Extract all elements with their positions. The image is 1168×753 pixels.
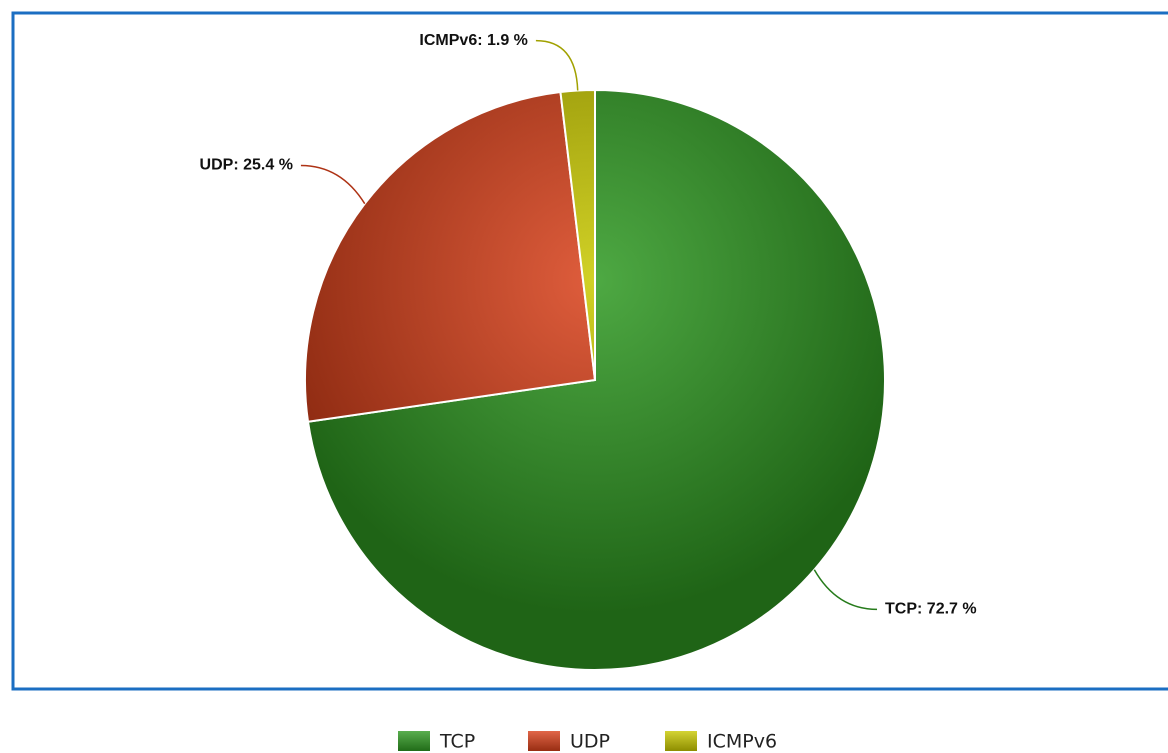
data-label: TCP: 72.7 % <box>885 601 977 618</box>
legend-swatch <box>665 731 697 751</box>
leader-line <box>813 569 878 611</box>
data-label: UDP: 25.4 % <box>200 157 293 174</box>
legend-swatch <box>528 731 560 751</box>
legend-label: ICMPv6 <box>707 731 777 753</box>
legend-swatch <box>398 731 430 751</box>
legend-label: TCP <box>439 731 475 753</box>
pie-slice <box>304 90 597 423</box>
leader-line <box>535 39 579 91</box>
leader-line <box>300 164 366 205</box>
legend-label: UDP <box>570 731 610 753</box>
data-label: ICMPv6: 1.9 % <box>419 32 527 49</box>
